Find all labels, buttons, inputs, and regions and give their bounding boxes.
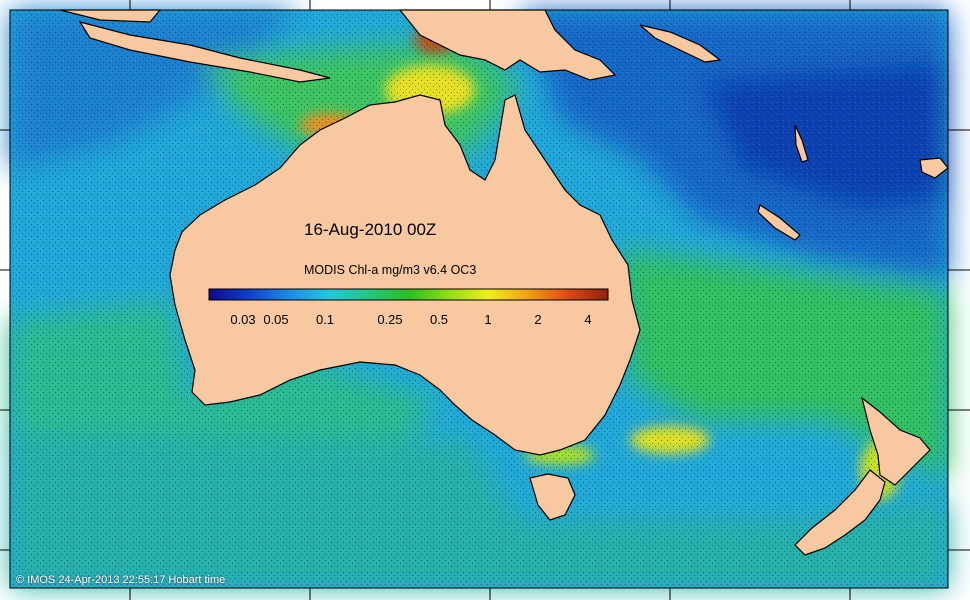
colorbar-title: MODIS Chl-a mg/m3 v6.4 OC3 bbox=[304, 263, 477, 277]
colorbar-tick-label: 1 bbox=[484, 312, 492, 327]
new-caledonia-land bbox=[757, 204, 801, 241]
colorbar-tick-label: 4 bbox=[584, 312, 592, 327]
copyright-credit: © IMOS 24-Apr-2013 22:55:17 Hobart time bbox=[16, 574, 226, 586]
new-guinea-land bbox=[398, 9, 617, 81]
land-masses bbox=[59, 9, 949, 556]
timor-java-land bbox=[78, 21, 331, 83]
tasmania-land bbox=[529, 473, 576, 521]
colorbar-tick-label: 0.05 bbox=[263, 312, 289, 327]
colorbar bbox=[208, 288, 609, 301]
nz-north-island-land bbox=[860, 396, 931, 486]
colorbar-tick-label: 0.1 bbox=[315, 312, 335, 327]
colorbar-tick-label: 0.5 bbox=[429, 312, 449, 327]
fiji-land bbox=[919, 157, 949, 179]
nz-south-island-land bbox=[794, 469, 886, 556]
australia-land bbox=[169, 94, 641, 456]
solomon-islands-land bbox=[639, 24, 722, 63]
colorbar-tick-label: 0.25 bbox=[377, 312, 403, 327]
map-frame bbox=[9, 9, 949, 589]
colorbar-tick-label: 0.03 bbox=[230, 312, 256, 327]
colorbar-tick-label: 2 bbox=[534, 312, 542, 327]
map-title: 16-Aug-2010 00Z bbox=[304, 220, 437, 239]
vanuatu-land bbox=[794, 124, 809, 163]
